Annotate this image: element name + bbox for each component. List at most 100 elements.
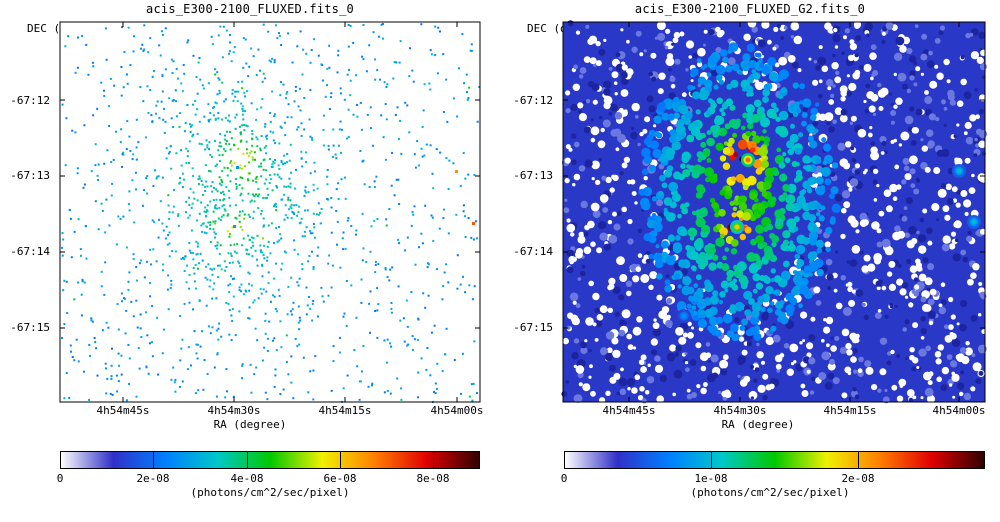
image-pixel [775,301,784,310]
image-pixel [245,290,247,293]
image-pixel [776,147,781,153]
image-pixel [147,112,150,114]
image-pixel [126,120,129,123]
image-pixel [960,300,968,308]
image-pixel [653,222,663,232]
image-pixel [166,243,169,246]
right-heatmap[interactable] [500,0,1000,522]
image-pixel [347,135,350,138]
image-pixel [571,133,577,139]
image-pixel [709,295,719,305]
image-pixel [285,92,288,95]
image-pixel [894,164,900,170]
image-pixel [275,310,278,313]
image-pixel [708,262,717,271]
image-pixel [269,130,272,133]
image-pixel [360,128,363,131]
image-pixel [63,397,66,400]
image-pixel [267,193,270,196]
image-pixel [925,345,931,352]
image-pixel [208,141,211,144]
image-pixel [174,250,177,253]
image-pixel [172,126,175,128]
image-pixel [654,355,661,362]
image-pixel [286,313,289,316]
image-pixel [695,256,704,265]
image-pixel [786,218,797,229]
image-pixel [727,57,736,66]
image-pixel [580,346,588,355]
image-pixel [229,283,232,286]
image-pixel [100,270,103,273]
image-pixel [275,185,278,187]
image-pixel [853,21,862,29]
image-pixel [715,142,724,151]
image-pixel [270,300,272,303]
image-pixel [226,130,228,133]
image-pixel [267,282,270,285]
right-colorbar-tick [711,452,712,468]
image-pixel [656,395,664,404]
image-pixel [678,104,689,115]
image-pixel [957,382,965,390]
image-pixel [273,385,276,388]
image-pixel [278,34,281,37]
image-pixel [608,277,616,285]
image-pixel [656,21,666,31]
image-pixel [259,287,262,290]
image-pixel [71,356,74,358]
image-pixel [877,388,882,393]
image-pixel [924,277,933,286]
image-pixel [241,199,244,202]
image-pixel [894,304,898,308]
image-pixel [400,152,403,155]
image-pixel [722,162,731,170]
image-pixel [386,389,389,392]
image-pixel [145,311,148,314]
image-pixel [782,230,791,239]
image-pixel [872,179,878,185]
image-pixel [342,231,345,234]
image-pixel [85,257,88,260]
image-pixel [296,214,299,217]
image-pixel [76,66,79,69]
image-pixel [317,246,320,249]
image-pixel [365,261,368,263]
image-pixel [737,195,747,205]
image-pixel [618,107,624,113]
image-pixel [80,254,82,257]
image-pixel [687,332,694,339]
image-pixel [339,336,341,339]
image-pixel [210,35,213,38]
image-pixel [947,93,955,101]
image-pixel [127,343,130,346]
image-pixel [204,185,207,188]
image-pixel [386,338,389,341]
image-pixel [281,262,284,265]
image-pixel [193,272,196,275]
image-pixel [820,205,826,211]
image-pixel [412,213,415,216]
image-pixel [442,208,445,211]
image-pixel [619,274,628,282]
image-pixel [201,330,203,333]
image-pixel [283,154,286,157]
image-pixel [258,193,261,196]
image-pixel [405,299,408,302]
image-pixel [871,384,878,391]
image-pixel [132,258,135,261]
image-pixel [271,57,274,60]
image-pixel [225,368,228,370]
image-pixel [767,307,773,314]
image-pixel [827,372,835,380]
image-pixel [653,215,663,224]
image-pixel [870,44,877,51]
image-pixel [618,377,628,387]
image-pixel [868,105,876,113]
image-pixel [226,214,229,217]
left-heatmap[interactable] [0,0,500,522]
image-pixel [301,235,304,238]
image-pixel [755,282,763,290]
image-pixel [111,393,114,396]
image-pixel [391,266,394,269]
